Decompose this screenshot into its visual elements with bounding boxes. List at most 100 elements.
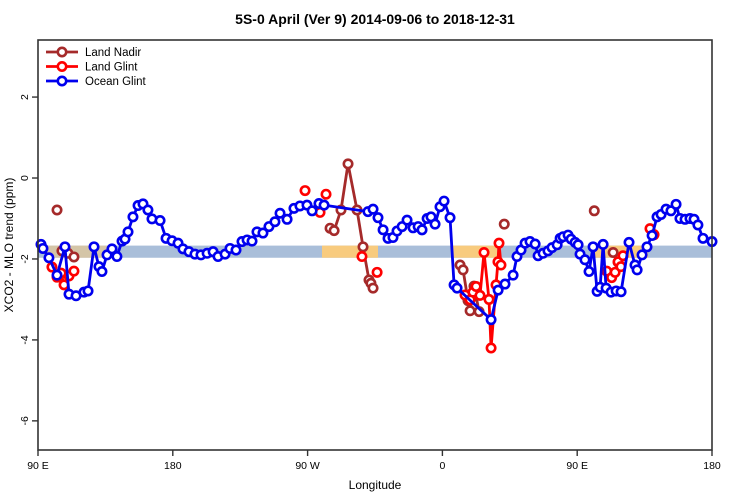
data-point [692, 219, 704, 231]
band-land-reference [453, 245, 498, 258]
data-point [281, 213, 293, 225]
data-point [438, 195, 450, 207]
data-point [444, 212, 456, 224]
data-point [377, 224, 389, 236]
data-point [588, 205, 600, 217]
legend-item-land-nadir: Land Nadir [46, 46, 141, 59]
data-point [636, 249, 648, 261]
data-point [82, 285, 94, 297]
data-point [111, 251, 123, 263]
data-point [367, 282, 379, 294]
data-point [68, 265, 80, 277]
data-point [583, 266, 595, 278]
series-ocean-glint [35, 195, 718, 326]
x-tick-label: 0 [439, 460, 445, 472]
x-tick-label: 90 W [295, 460, 320, 472]
data-point [641, 241, 653, 253]
data-point [416, 224, 428, 236]
data-point [154, 215, 166, 227]
data-point [96, 266, 108, 278]
data-point [498, 218, 510, 230]
legend-label: Land Glint [85, 62, 138, 74]
data-point [68, 251, 80, 263]
data-point [529, 238, 541, 250]
data-point [88, 241, 100, 253]
x-axis-title: Longitude [349, 478, 402, 492]
y-tick-label: -6 [19, 416, 31, 425]
data-point [37, 242, 49, 254]
legend-marker [56, 75, 68, 87]
data-point [470, 280, 482, 292]
data-point [495, 259, 507, 271]
data-point [299, 185, 311, 197]
x-tick-label: 180 [703, 460, 721, 472]
y-axis-title: XCO2 - MLO trend (ppm) [2, 178, 16, 313]
data-point [464, 305, 476, 317]
data-point [401, 214, 413, 226]
data-point [306, 205, 318, 217]
data-point [106, 243, 118, 255]
data-point [646, 229, 658, 241]
data-point [230, 244, 242, 256]
legend: Land Nadir Land Glint Ocean Glint [46, 46, 147, 88]
data-point [43, 252, 55, 264]
legend-marker [56, 46, 68, 58]
data-point [320, 188, 332, 200]
y-tick-label: -4 [19, 335, 31, 344]
data-point [257, 227, 269, 239]
data-point [356, 251, 368, 263]
data-point [246, 235, 258, 247]
data-point [474, 289, 486, 301]
data-point [615, 286, 627, 298]
data-point [478, 246, 490, 258]
data-point [587, 241, 599, 253]
data-point [499, 278, 511, 290]
legend-item-land-glint: Land Glint [46, 60, 138, 74]
data-point [485, 314, 497, 326]
x-tick-label: 90 E [27, 460, 49, 472]
band-land-reference [321, 245, 378, 258]
data-point [631, 264, 643, 276]
data-point [451, 282, 463, 294]
data-point [269, 216, 281, 228]
legend-marker [56, 60, 68, 72]
legend-label: Ocean Glint [85, 76, 147, 88]
x-tick-label: 90 E [566, 460, 588, 472]
data-point [493, 237, 505, 249]
data-point [59, 241, 71, 253]
data-point [127, 211, 139, 223]
y-tick-label: 2 [19, 94, 31, 100]
legend-item-ocean-glint: Ocean Glint [46, 75, 147, 88]
data-point [122, 226, 134, 238]
data-point [51, 204, 63, 216]
data-point [670, 198, 682, 210]
data-point [579, 254, 591, 266]
x-tick-label: 180 [164, 460, 182, 472]
data-point [342, 158, 354, 170]
chart-title: 5S-0 April (Ver 9) 2014-09-06 to 2018-12… [235, 11, 515, 27]
data-point [357, 241, 369, 253]
data-point [483, 293, 495, 305]
data-point [51, 269, 63, 281]
data-point [367, 203, 379, 215]
data-point [597, 238, 609, 250]
y-tick-label: 0 [19, 175, 31, 181]
data-point [429, 218, 441, 230]
data-point [507, 269, 519, 281]
data-point [623, 236, 635, 248]
data-point [371, 266, 383, 278]
data-point [492, 284, 504, 296]
data-point [142, 204, 154, 216]
plot-box [37, 39, 713, 451]
data-point [457, 264, 469, 276]
data-point [328, 225, 340, 237]
data-point [607, 246, 619, 258]
data-point [274, 207, 286, 219]
data-point [572, 239, 584, 251]
data-point [485, 342, 497, 354]
data-point [372, 212, 384, 224]
y-tick-label: -2 [19, 254, 31, 263]
data-point [697, 232, 709, 244]
